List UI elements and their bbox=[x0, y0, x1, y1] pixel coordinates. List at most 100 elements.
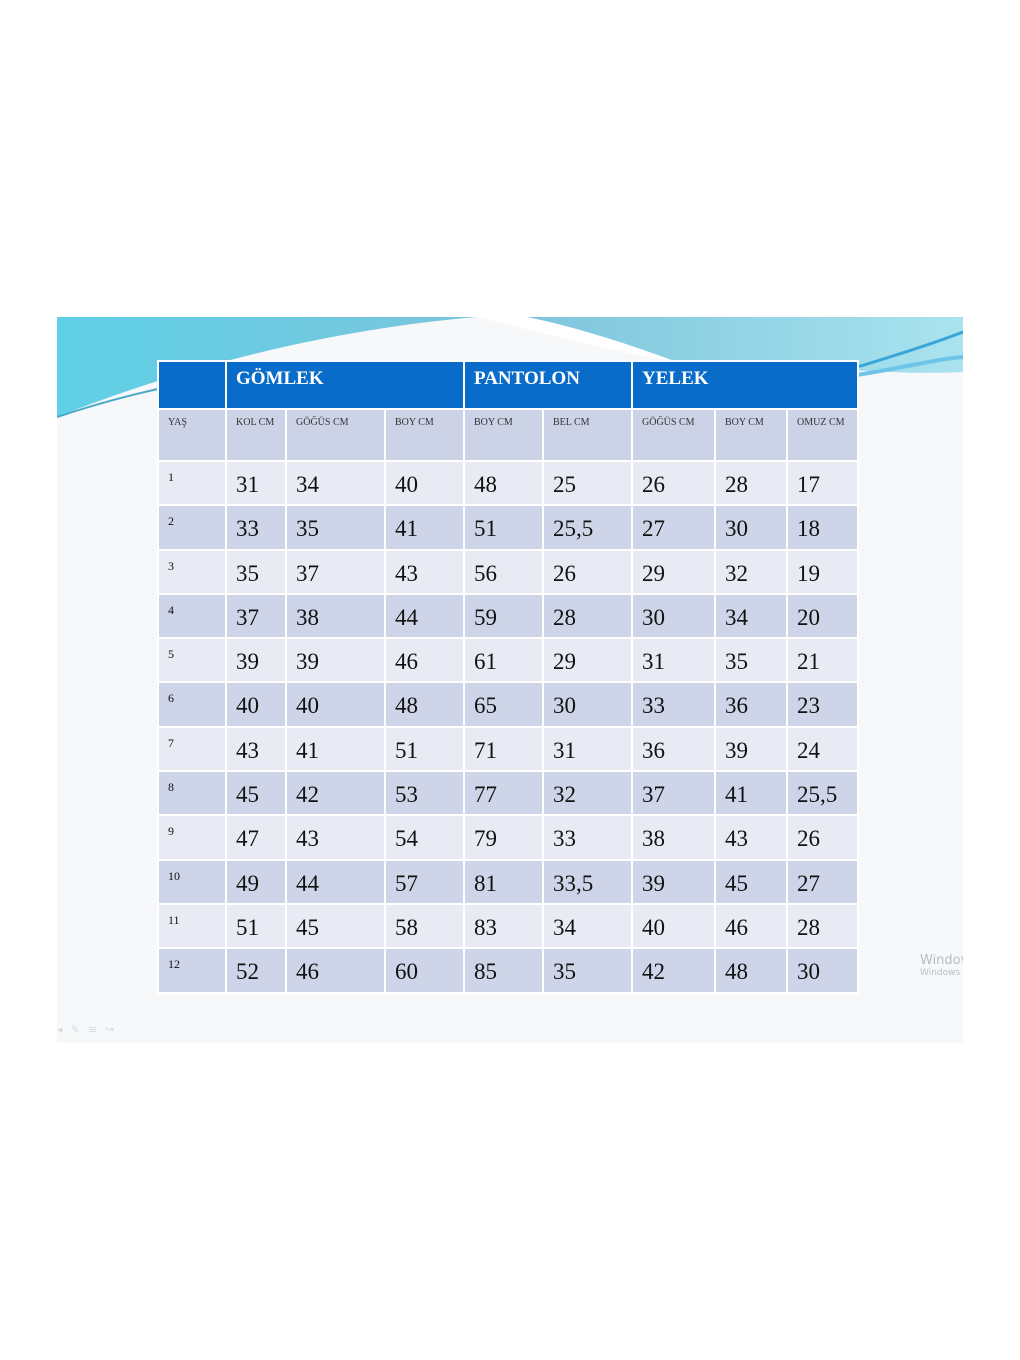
cell-value: 7 bbox=[168, 735, 174, 750]
table-row: 11 51 45 58 83 34 40 46 28 bbox=[157, 902, 859, 950]
cell-value: 3 bbox=[168, 558, 174, 573]
table-row: 9 47 43 54 79 33 38 43 26 bbox=[157, 814, 859, 861]
cell-value: 29 bbox=[642, 560, 665, 586]
table-row: 10 49 44 57 81 33,5 39 45 27 bbox=[157, 858, 859, 905]
size-cell: 42 bbox=[631, 947, 716, 994]
size-cell: 48 bbox=[463, 459, 544, 507]
cell-value: 45 bbox=[725, 870, 748, 896]
cell-value: 28 bbox=[725, 472, 748, 497]
cell-value: 58 bbox=[395, 914, 418, 940]
age-cell: 4 bbox=[157, 592, 227, 640]
age-cell: 3 bbox=[157, 548, 227, 595]
size-cell: 38 bbox=[285, 592, 386, 640]
size-cell: 27 bbox=[786, 858, 859, 905]
cell-value: 47 bbox=[236, 826, 259, 852]
group-yelek: YELEK bbox=[631, 360, 859, 410]
cell-value: 25,5 bbox=[797, 782, 838, 808]
cell-value: 54 bbox=[395, 826, 418, 852]
size-cell: 29 bbox=[542, 637, 633, 684]
size-cell: 37 bbox=[631, 770, 716, 817]
size-cell: 40 bbox=[225, 681, 287, 728]
size-cell: 32 bbox=[542, 770, 633, 817]
pen-icon[interactable]: ✎ bbox=[70, 1023, 88, 1036]
size-table: GÖMLEK PANTOLON YELEK YAŞ KOL CM GÖĞÜS CM B… bbox=[157, 360, 859, 994]
size-cell: 38 bbox=[631, 814, 716, 861]
column-header: BEL CM bbox=[542, 408, 633, 462]
size-cell: 47 bbox=[225, 814, 287, 861]
cell-value: 46 bbox=[296, 959, 319, 985]
slideshow-toolbar[interactable]: ◂✎≡↪ bbox=[57, 1023, 122, 1036]
size-cell: 83 bbox=[463, 902, 544, 950]
cell-value: 48 bbox=[725, 959, 748, 985]
size-cell: 33 bbox=[225, 504, 287, 551]
column-header: GÖĞÜS CM bbox=[631, 408, 716, 462]
size-cell: 49 bbox=[225, 858, 287, 905]
table-row: 12 52 46 60 85 35 42 48 30 bbox=[157, 947, 859, 994]
cell-value: 79 bbox=[474, 826, 497, 852]
size-cell: 24 bbox=[786, 725, 859, 773]
size-cell: 44 bbox=[384, 592, 465, 640]
size-cell: 40 bbox=[631, 902, 716, 950]
wave-background bbox=[57, 317, 963, 418]
size-cell: 56 bbox=[463, 548, 544, 595]
size-cell: 31 bbox=[631, 637, 716, 684]
group-pantolon: PANTOLON bbox=[463, 360, 633, 410]
size-cell: 46 bbox=[285, 947, 386, 994]
size-cell: 17 bbox=[786, 459, 859, 507]
size-cell: 43 bbox=[285, 814, 386, 861]
size-cell: 21 bbox=[786, 637, 859, 684]
cell-value: 36 bbox=[725, 693, 748, 719]
size-cell: 26 bbox=[542, 548, 633, 595]
cell-value: 43 bbox=[296, 826, 319, 852]
cell-value: 28 bbox=[553, 604, 576, 630]
cell-value: 11 bbox=[168, 912, 180, 927]
size-cell: 29 bbox=[631, 548, 716, 595]
arrow-right-icon[interactable]: ↪ bbox=[104, 1023, 123, 1036]
cell-value: 43 bbox=[395, 560, 418, 586]
cell-value: 8 bbox=[168, 780, 174, 795]
size-cell: 23 bbox=[786, 681, 859, 728]
cell-value: 29 bbox=[553, 649, 576, 675]
cell-value: 31 bbox=[236, 472, 259, 497]
cell-value: 17 bbox=[797, 472, 820, 497]
size-cell: 77 bbox=[463, 770, 544, 817]
cell-value: 49 bbox=[236, 870, 259, 896]
cell-value: 42 bbox=[296, 782, 319, 808]
age-cell: 10 bbox=[157, 858, 227, 905]
column-header: GÖĞÜS CM bbox=[285, 408, 386, 462]
cell-value: 27 bbox=[797, 870, 820, 896]
size-cell: 53 bbox=[384, 770, 465, 817]
cell-value: 9 bbox=[168, 824, 174, 839]
size-cell: 48 bbox=[384, 681, 465, 728]
menu-icon[interactable]: ≡ bbox=[87, 1023, 105, 1036]
size-cell: 25 bbox=[542, 459, 633, 507]
size-cell: 42 bbox=[285, 770, 386, 817]
cell-value: 34 bbox=[553, 914, 576, 940]
cell-value: 21 bbox=[797, 649, 820, 675]
size-cell: 81 bbox=[463, 858, 544, 905]
size-cell: 65 bbox=[463, 681, 544, 728]
table-row: 3 35 37 43 56 26 29 32 19 bbox=[157, 548, 859, 595]
size-cell: 79 bbox=[463, 814, 544, 861]
size-cell: 85 bbox=[463, 947, 544, 994]
age-cell: 11 bbox=[157, 902, 227, 950]
size-cell: 54 bbox=[384, 814, 465, 861]
cell-value: 1 bbox=[168, 470, 174, 484]
cell-value: 33,5 bbox=[553, 870, 594, 896]
table-row: 7 43 41 51 71 31 36 39 24 bbox=[157, 725, 859, 773]
arrow-left-icon[interactable]: ◂ bbox=[57, 1023, 71, 1036]
cell-value: 83 bbox=[474, 914, 497, 940]
size-cell: 34 bbox=[285, 459, 386, 507]
size-cell: 19 bbox=[786, 548, 859, 595]
cell-value: 2 bbox=[168, 514, 174, 529]
size-cell: 31 bbox=[542, 725, 633, 773]
size-cell: 36 bbox=[714, 681, 788, 728]
cell-value: 45 bbox=[236, 782, 259, 808]
cell-value: 40 bbox=[395, 472, 418, 497]
column-header: YAŞ bbox=[157, 408, 227, 462]
size-cell: 46 bbox=[714, 902, 788, 950]
size-cell: 40 bbox=[285, 681, 386, 728]
table-row: 8 45 42 53 77 32 37 41 25,5 bbox=[157, 770, 859, 817]
size-cell: 48 bbox=[714, 947, 788, 994]
cell-value: 31 bbox=[553, 737, 576, 763]
